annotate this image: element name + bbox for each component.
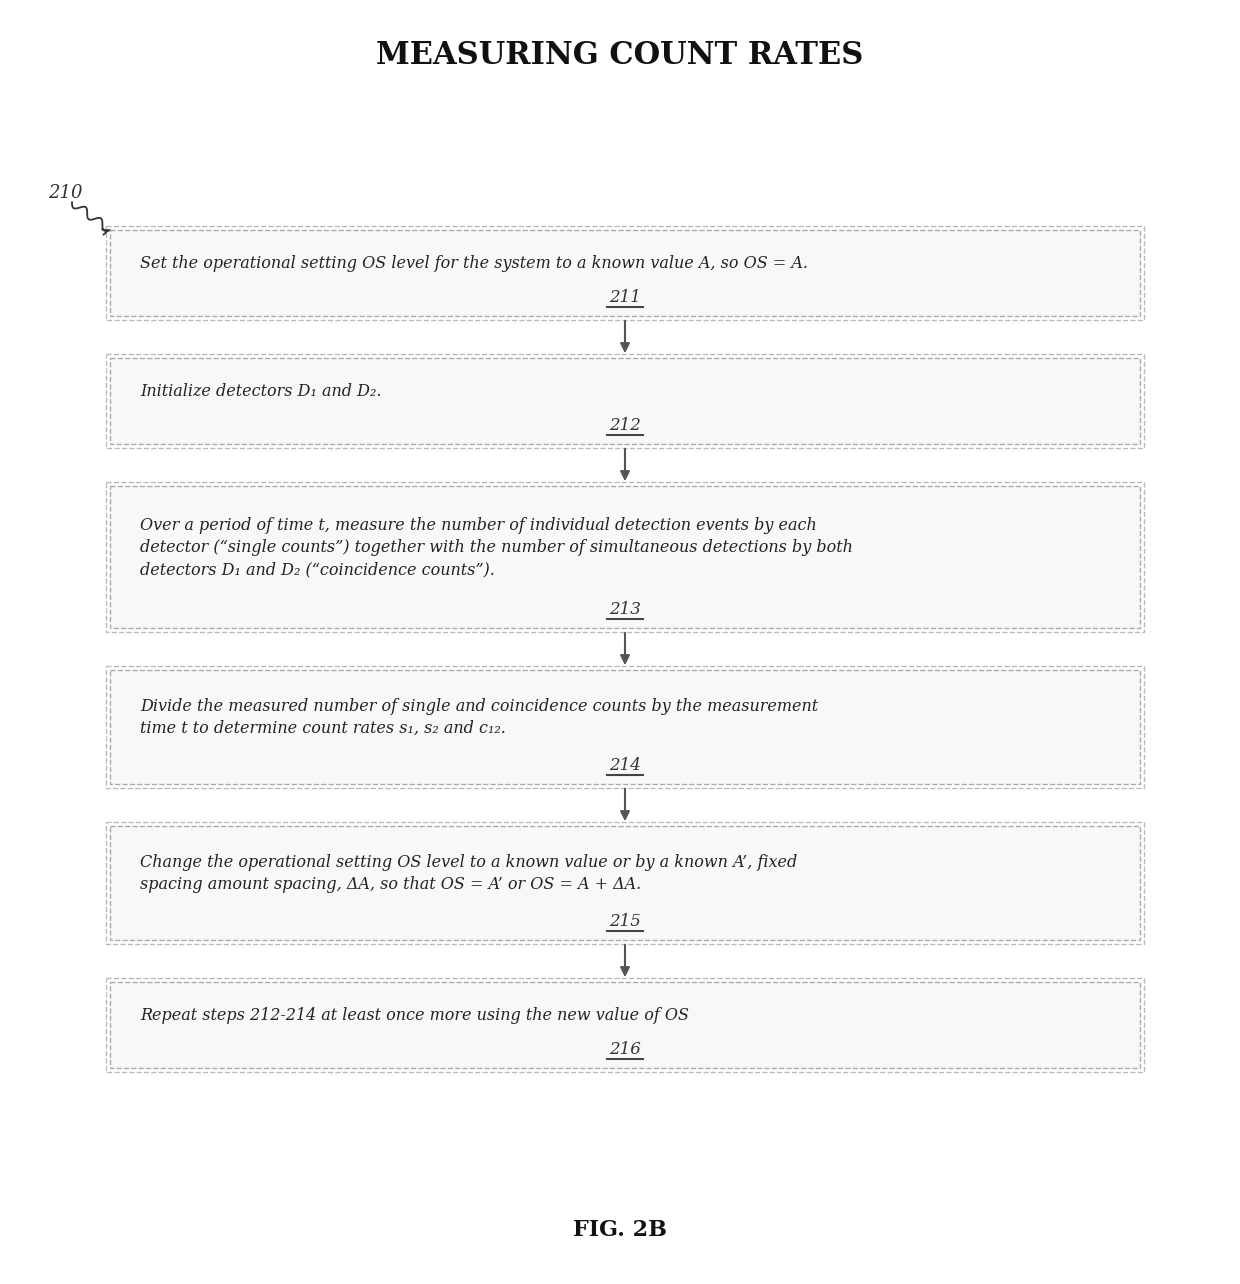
Text: Change the operational setting OS level to a known value or by a known A’, fixed: Change the operational setting OS level … — [140, 854, 797, 892]
Text: 210: 210 — [48, 184, 83, 202]
Text: 211: 211 — [609, 289, 641, 307]
FancyBboxPatch shape — [110, 670, 1140, 785]
Text: Divide the measured number of single and coincidence counts by the measurement
t: Divide the measured number of single and… — [140, 697, 818, 737]
FancyBboxPatch shape — [110, 230, 1140, 316]
Text: Set the operational setting OS level for the system to a known value A, so OS = : Set the operational setting OS level for… — [140, 254, 808, 272]
Text: MEASURING COUNT RATES: MEASURING COUNT RATES — [376, 40, 864, 71]
Text: 215: 215 — [609, 913, 641, 931]
Text: 212: 212 — [609, 417, 641, 434]
Text: Initialize detectors D₁ and D₂.: Initialize detectors D₁ and D₂. — [140, 383, 382, 399]
FancyBboxPatch shape — [110, 358, 1140, 444]
FancyBboxPatch shape — [110, 982, 1140, 1068]
Text: Over a period of time t, measure the number of individual detection events by ea: Over a period of time t, measure the num… — [140, 516, 853, 578]
FancyBboxPatch shape — [110, 487, 1140, 628]
Text: Repeat steps 212-214 at least once more using the new value of OS: Repeat steps 212-214 at least once more … — [140, 1007, 689, 1023]
FancyBboxPatch shape — [110, 826, 1140, 940]
Text: FIG. 2B: FIG. 2B — [573, 1219, 667, 1242]
Text: 216: 216 — [609, 1041, 641, 1058]
Text: 213: 213 — [609, 601, 641, 619]
Text: 214: 214 — [609, 758, 641, 774]
